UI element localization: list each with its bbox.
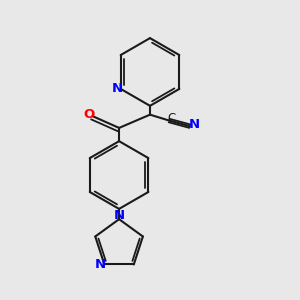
Text: C: C [167, 112, 175, 125]
Text: N: N [112, 82, 123, 95]
Text: N: N [113, 209, 124, 222]
Text: O: O [83, 108, 95, 121]
Text: N: N [95, 258, 106, 271]
Text: N: N [188, 118, 200, 131]
